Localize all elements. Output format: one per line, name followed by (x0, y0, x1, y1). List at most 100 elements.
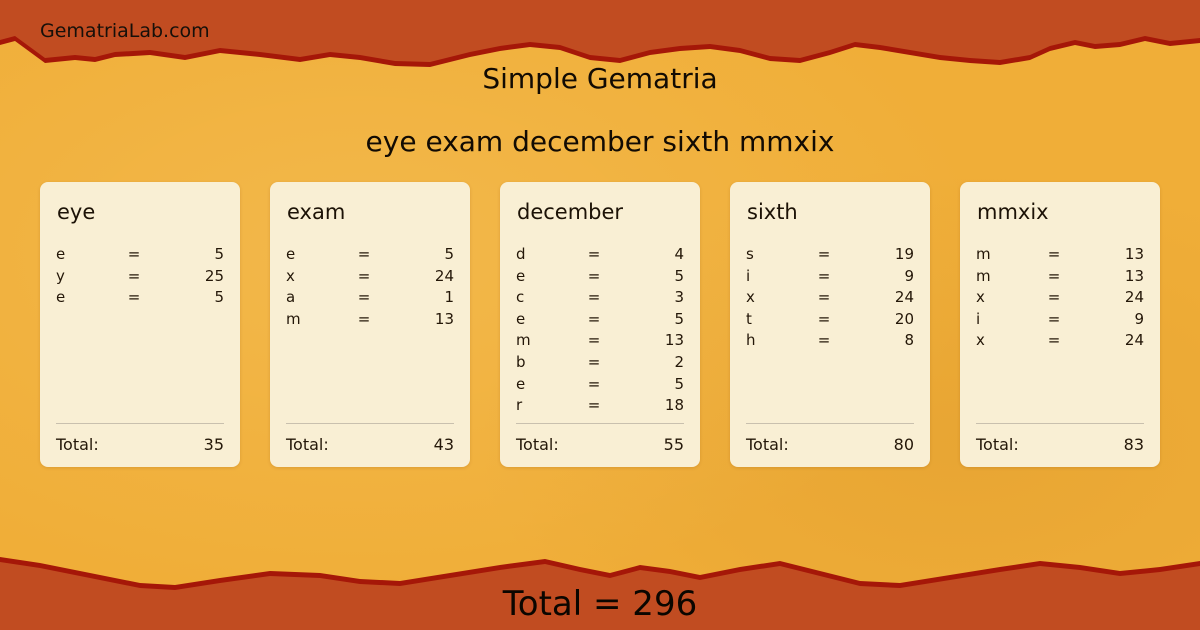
row-value: 5 (214, 288, 224, 307)
total-value: 35 (203, 435, 224, 454)
card-rows: d = 4 e = 5 c = 3 e = 5 m = 13 b = 2 e =… (516, 244, 684, 417)
equals-sign: = (357, 266, 371, 285)
card-word: eye (57, 200, 96, 224)
row-value: 4 (674, 245, 684, 263)
letter-value-row: m = 13 (516, 330, 684, 352)
top-band (0, 0, 1200, 62)
row-letter: x (976, 288, 985, 307)
card-total-row: Total: 43 (286, 423, 454, 454)
equals-sign: = (587, 374, 601, 393)
row-letter: m (976, 245, 991, 263)
row-letter: m (976, 266, 991, 285)
total-value: 83 (1123, 435, 1144, 454)
row-letter: a (286, 288, 296, 307)
row-value: 24 (1124, 331, 1144, 350)
total-value: 43 (433, 435, 454, 454)
row-letter: h (746, 331, 756, 350)
equals-sign: = (127, 245, 141, 263)
top-torn-band (0, 0, 1200, 67)
equals-sign: = (817, 288, 831, 307)
equals-sign: = (817, 266, 831, 285)
equals-sign: = (1047, 288, 1061, 307)
row-letter: m (286, 309, 301, 328)
card-total-row: Total: 55 (516, 423, 684, 454)
row-letter: t (746, 309, 752, 328)
letter-value-row: a = 1 (286, 287, 454, 309)
equals-sign: = (357, 288, 371, 307)
row-letter: i (976, 309, 981, 328)
row-letter: e (286, 245, 296, 263)
row-value: 5 (444, 245, 454, 263)
row-value: 24 (1124, 288, 1144, 307)
row-letter: e (56, 288, 66, 307)
cards: eye e = 5 y = 25 e = 5 Total: 35 exam e … (40, 182, 1160, 467)
card-total-row: Total: 80 (746, 423, 914, 454)
row-value: 1 (444, 288, 454, 307)
total-value: 55 (663, 435, 684, 454)
row-letter: i (746, 266, 751, 285)
letter-value-row: m = 13 (286, 309, 454, 331)
letter-value-row: h = 8 (746, 330, 914, 352)
card-rows: m = 13 m = 13 x = 24 i = 9 x = 24 (976, 244, 1144, 352)
letter-value-row: x = 24 (286, 266, 454, 288)
letter-value-row: m = 13 (976, 266, 1144, 288)
letter-value-row: m = 13 (976, 244, 1144, 266)
row-letter: x (286, 266, 295, 285)
card-word: mmxix (977, 200, 1049, 224)
row-letter: d (516, 245, 526, 263)
bottom-torn-band (0, 557, 1200, 630)
row-value: 25 (204, 266, 224, 285)
card-rows: s = 19 i = 9 x = 24 t = 20 h = 8 (746, 244, 914, 352)
row-letter: y (56, 266, 65, 285)
letter-value-row: e = 5 (516, 309, 684, 331)
page-title: Simple Gematria (482, 62, 718, 95)
row-letter: r (516, 396, 523, 415)
equals-sign: = (127, 288, 141, 307)
equals-sign: = (1047, 266, 1061, 285)
equals-sign: = (1047, 309, 1061, 328)
letter-value-row: t = 20 (746, 309, 914, 331)
row-value: 3 (674, 288, 684, 307)
letter-value-row: e = 5 (516, 266, 684, 288)
row-value: 5 (674, 266, 684, 285)
letter-value-row: x = 24 (746, 287, 914, 309)
row-value: 8 (904, 331, 914, 350)
row-value: 24 (434, 266, 454, 285)
equals-sign: = (587, 266, 601, 285)
equals-sign: = (587, 352, 601, 371)
row-value: 20 (894, 309, 914, 328)
equals-sign: = (817, 245, 831, 263)
letter-value-row: e = 5 (56, 287, 224, 309)
row-value: 5 (214, 245, 224, 263)
row-letter: c (516, 288, 525, 307)
row-value: 13 (1124, 245, 1144, 263)
word-card: sixth s = 19 i = 9 x = 24 t = 20 h = 8 T… (730, 182, 930, 467)
word-card: exam e = 5 x = 24 a = 1 m = 13 Total: 43 (270, 182, 470, 467)
letter-value-row: e = 5 (516, 374, 684, 396)
letter-value-row: e = 5 (56, 244, 224, 266)
letter-value-row: r = 18 (516, 395, 684, 417)
equals-sign: = (587, 331, 601, 350)
equals-sign: = (1047, 245, 1061, 263)
equals-sign: = (817, 331, 831, 350)
equals-sign: = (587, 245, 601, 263)
card-word: december (517, 200, 624, 224)
equals-sign: = (127, 266, 141, 285)
row-letter: x (746, 288, 755, 307)
row-value: 19 (894, 245, 914, 263)
row-letter: m (516, 331, 531, 350)
grand-total-text: Total = 296 (502, 584, 698, 624)
word-card: mmxix m = 13 m = 13 x = 24 i = 9 x = 24 … (960, 182, 1160, 467)
word-card: december d = 4 e = 5 c = 3 e = 5 m = 13 … (500, 182, 700, 467)
equals-sign: = (587, 309, 601, 328)
row-value: 5 (674, 374, 684, 393)
row-value: 9 (1134, 309, 1144, 328)
card-rows: e = 5 x = 24 a = 1 m = 13 (286, 244, 454, 330)
row-value: 9 (904, 266, 914, 285)
row-letter: b (516, 352, 526, 371)
brand-text: GematriaLab.com (40, 20, 210, 42)
total-label: Total: (516, 435, 559, 454)
card-total-row: Total: 35 (56, 423, 224, 454)
row-letter: e (516, 374, 526, 393)
bottom-band (0, 562, 1200, 630)
